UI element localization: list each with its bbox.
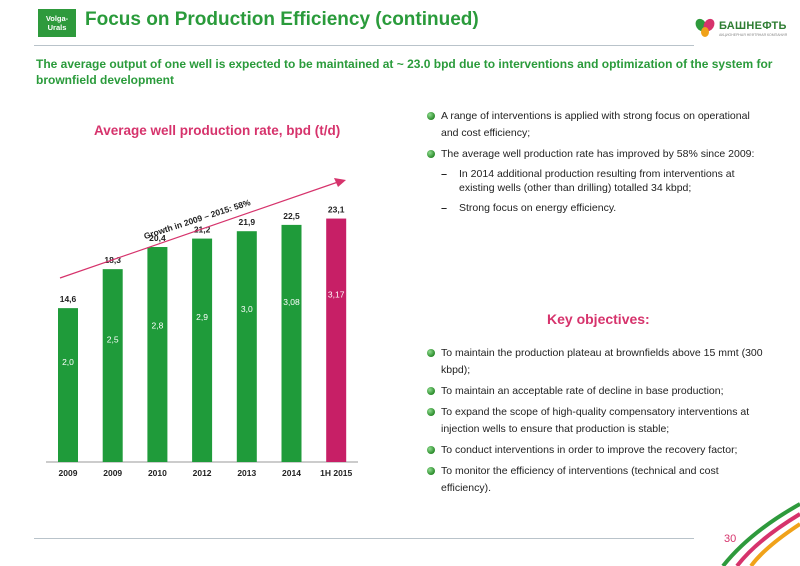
summary-bullets: A range of interventions is applied with…: [427, 108, 767, 221]
bullet-dot-icon: [427, 467, 435, 475]
footer-divider: [34, 538, 694, 539]
bar-inner-label: 3,0: [241, 304, 253, 314]
bar-value-label: 21,2: [194, 225, 211, 235]
corner-stripes-decoration: [721, 502, 800, 566]
page-title: Focus on Production Efficiency (continue…: [85, 9, 479, 30]
sub-bullet-item: – Strong focus on energy efficiency.: [427, 201, 767, 215]
bullet-text: A range of interventions is applied with…: [441, 110, 750, 139]
x-tick-label: 2009: [59, 468, 78, 478]
objective-text: To maintain the production plateau at br…: [441, 347, 763, 376]
bullet-dot-icon: [427, 349, 435, 357]
bar: [326, 218, 347, 462]
objective-item: To maintain an acceptable rate of declin…: [427, 383, 767, 400]
bar-value-label: 14,6: [60, 294, 77, 304]
bar: [58, 308, 78, 462]
bullet-item: A range of interventions is applied with…: [427, 108, 767, 142]
bar-inner-label: 2,5: [107, 335, 119, 345]
bullet-dot-icon: [427, 387, 435, 395]
bar: [102, 269, 123, 462]
bar-value-label: 22,5: [283, 211, 300, 221]
bar: [147, 247, 168, 462]
bullet-dot-icon: [427, 112, 435, 120]
key-objectives-title: Key objectives:: [547, 311, 650, 327]
bullet-dash-icon: –: [441, 202, 447, 214]
x-tick-label: 2014: [282, 468, 301, 478]
slide-subtitle: The average output of one well is expect…: [36, 57, 773, 87]
objective-item: To conduct interventions in order to imp…: [427, 442, 767, 459]
growth-arrow-head: [334, 178, 346, 187]
x-tick-label: 2010: [148, 468, 167, 478]
bar: [236, 231, 257, 462]
objective-item: To maintain the production plateau at br…: [427, 345, 767, 379]
objectives-list: To maintain the production plateau at br…: [427, 345, 767, 501]
x-tick-label: 2009: [103, 468, 122, 478]
bar-inner-label: 2,9: [196, 312, 208, 322]
x-tick-label: 2012: [193, 468, 212, 478]
logo-flower-icon: [695, 18, 715, 37]
bar-inner-label: 2,8: [151, 320, 163, 330]
header-divider: [34, 45, 694, 46]
bullet-dash-icon: –: [441, 168, 447, 180]
growth-arrow-line: [59, 181, 339, 279]
objective-text: To conduct interventions in order to imp…: [441, 444, 738, 456]
bullet-text: In 2014 additional production resulting …: [459, 168, 735, 194]
bar-inner-label: 3,17: [328, 289, 345, 299]
objective-text: To monitor the efficiency of interventio…: [441, 465, 719, 494]
objective-item: To expand the scope of high-quality comp…: [427, 404, 767, 438]
badge-line-1: Volga-: [45, 14, 69, 23]
x-tick-label: 1H 2015: [320, 468, 352, 478]
bar-value-label: 23,1: [328, 205, 345, 215]
objective-item: To monitor the efficiency of interventio…: [427, 463, 767, 497]
bar-inner-label: 2,0: [62, 357, 74, 367]
bullet-dot-icon: [427, 408, 435, 416]
bar-value-label: 20,4: [149, 233, 166, 243]
chart-title: Average well production rate, bpd (t/d): [94, 123, 341, 138]
bullet-text: Strong focus on energy efficiency.: [459, 202, 617, 214]
bar-inner-label: 3,08: [283, 297, 300, 307]
badge-line-2: Urals: [47, 23, 67, 32]
page-number: 30: [724, 533, 737, 545]
bar-value-label: 21,9: [239, 217, 256, 227]
bullet-text: The average well production rate has imp…: [441, 148, 755, 160]
sub-bullet-item: – In 2014 additional production resulting…: [427, 167, 767, 195]
logo-name: БАШНЕФТЬ: [719, 20, 787, 32]
bar: [281, 224, 302, 462]
region-badge: Volga- Urals: [38, 9, 76, 37]
logo-subtitle: АКЦИОНЕРНАЯ НЕФТЯНАЯ КОМПАНИЯ: [719, 33, 788, 37]
bullet-dot-icon: [427, 446, 435, 454]
x-tick-label: 2013: [237, 468, 256, 478]
company-logo: БАШНЕФТЬ АКЦИОНЕРНАЯ НЕФТЯНАЯ КОМПАНИЯ: [694, 17, 787, 41]
bullet-dot-icon: [427, 150, 435, 158]
bar: [192, 238, 213, 462]
objective-text: To maintain an acceptable rate of declin…: [441, 385, 724, 397]
bullet-item: The average well production rate has imp…: [427, 146, 767, 163]
objective-text: To expand the scope of high-quality comp…: [441, 406, 750, 435]
